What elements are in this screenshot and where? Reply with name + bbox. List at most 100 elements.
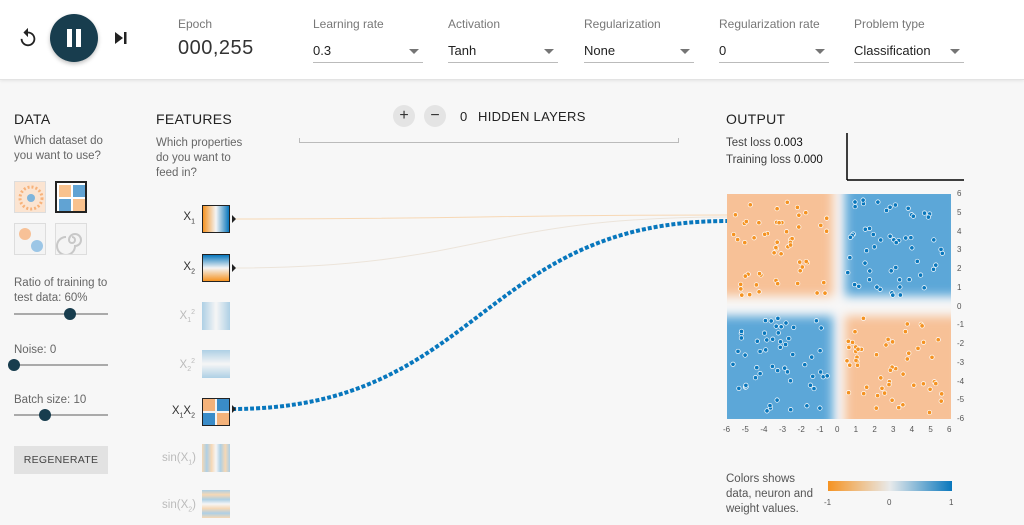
feature-sin-x2-heatmap: [202, 490, 230, 518]
data-point: [921, 285, 927, 291]
remove-layer-button[interactable]: −: [424, 105, 446, 127]
data-point: [776, 220, 782, 226]
ratio-slider-knob[interactable]: [64, 308, 77, 320]
feature-x1x2-node[interactable]: [202, 398, 230, 426]
reset-button[interactable]: [17, 27, 39, 49]
color-legend-text: Colors shows data, neuron and weight val…: [726, 473, 813, 515]
feature-sin-x1-node[interactable]: [202, 444, 230, 472]
data-point: [919, 323, 925, 329]
data-point: [732, 212, 738, 218]
data-point: [871, 244, 877, 250]
data-point: [807, 382, 813, 388]
training-loss: Training loss 0.000: [726, 154, 823, 166]
problem-type-label: Problem type: [854, 17, 925, 31]
data-point: [784, 199, 790, 205]
data-point: [775, 330, 781, 336]
data-point: [818, 325, 824, 331]
learning-rate-label: Learning rate: [313, 17, 384, 31]
batch-slider[interactable]: [14, 408, 108, 422]
data-point: [768, 318, 774, 324]
data-point: [904, 321, 910, 327]
noise-slider[interactable]: [8, 358, 108, 372]
data-point: [893, 240, 899, 246]
data-point: [767, 403, 773, 409]
training-loss-value: 0.000: [793, 154, 823, 166]
data-point: [747, 202, 753, 208]
ratio-slider[interactable]: [14, 307, 108, 321]
data-point: [730, 361, 736, 367]
data-point: [803, 258, 809, 265]
noise-value: 0: [49, 344, 57, 356]
chevron-down-icon: [680, 49, 690, 54]
data-point: [811, 386, 817, 392]
batch-slider-knob[interactable]: [39, 409, 52, 421]
data-point: [788, 407, 794, 413]
data-point: [824, 215, 830, 221]
chevron-down-icon: [544, 49, 554, 54]
learning-rate-select[interactable]: 0.3: [313, 41, 423, 63]
data-point: [773, 323, 779, 329]
feature-x2-squared-node[interactable]: [202, 350, 230, 378]
data-point: [864, 248, 870, 254]
data-point: [903, 235, 909, 241]
chevron-down-icon: [815, 49, 825, 54]
dataset-circle-thumbnail[interactable]: [14, 181, 46, 213]
learning-rate-value: 0.3: [313, 43, 332, 58]
test-loss: Test loss 0.003: [726, 137, 803, 149]
data-point: [906, 350, 912, 356]
data-point: [774, 397, 780, 403]
data-point: [757, 371, 763, 377]
dataset-gaussian-thumbnail[interactable]: [14, 223, 46, 255]
noise-slider-knob[interactable]: [8, 359, 20, 371]
data-point: [756, 289, 762, 295]
link-x1x2-output: [231, 219, 728, 411]
data-point: [870, 231, 876, 238]
data-point: [897, 284, 903, 290]
legend-min-label: -1: [824, 498, 832, 507]
play-pause-button[interactable]: [50, 14, 98, 62]
epoch-value: 000,255: [178, 37, 254, 59]
y-tick-label: 4: [957, 226, 962, 236]
feature-sin-x2-label: sin(X2): [162, 499, 196, 514]
data-point: [809, 354, 815, 360]
feature-x1-node[interactable]: [202, 205, 230, 233]
data-point: [873, 352, 880, 358]
data-point: [845, 270, 851, 276]
regularization-rate-select[interactable]: 0: [719, 41, 829, 63]
problem-type-select[interactable]: Classification: [854, 41, 964, 63]
data-point: [847, 234, 853, 240]
data-point: [735, 237, 741, 243]
regenerate-button[interactable]: REGENERATE: [14, 446, 108, 474]
epoch-display: Epoch 000,255: [178, 17, 254, 60]
data-point: [738, 281, 744, 287]
x-tick-label: -3: [779, 425, 787, 434]
data-point: [911, 382, 917, 388]
data-point: [892, 202, 898, 208]
data-point: [852, 204, 858, 210]
data-point: [764, 337, 770, 343]
regularization-rate-label: Regularization rate: [719, 17, 820, 31]
add-layer-button[interactable]: +: [393, 105, 415, 127]
data-point: [897, 277, 903, 283]
x1-node-arrow: [232, 215, 236, 223]
loss-chart: [846, 133, 964, 181]
data-point: [875, 393, 881, 399]
data-point: [875, 199, 881, 205]
x-tick-label: -5: [741, 425, 749, 434]
y-tick-label: -4: [957, 376, 965, 386]
dataset-xor-thumbnail[interactable]: [55, 181, 87, 213]
feature-x1-squared-node[interactable]: [202, 302, 230, 330]
data-point: [890, 339, 896, 345]
feature-sin-x2-node[interactable]: [202, 490, 230, 518]
y-tick-label: -2: [957, 339, 965, 348]
batch-label-wrap: Batch size: 10: [14, 393, 86, 408]
x-tick-label: 4: [909, 425, 915, 434]
dataset-spiral-thumbnail[interactable]: [55, 223, 87, 255]
step-button[interactable]: [112, 29, 130, 47]
x-tick-label: -1: [816, 425, 824, 434]
feature-x2-node[interactable]: [202, 254, 230, 282]
regularization-select[interactable]: None: [584, 41, 694, 63]
data-point: [938, 246, 944, 252]
activation-select[interactable]: Tanh: [448, 41, 558, 63]
x-tick-label: -2: [797, 425, 805, 434]
